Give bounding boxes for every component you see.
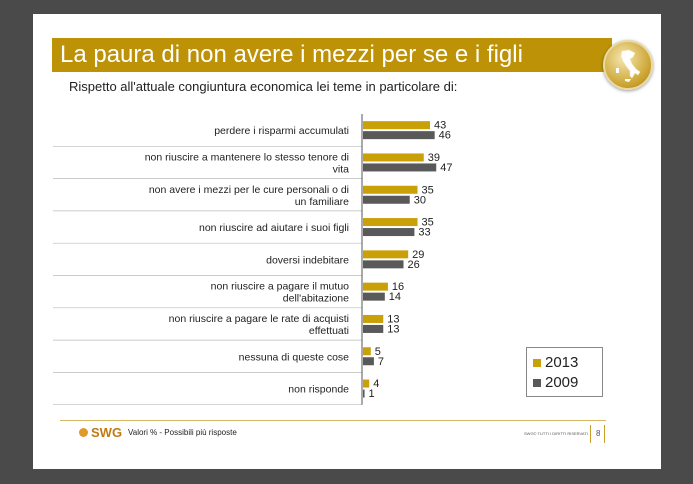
bar-2013 [363, 121, 430, 130]
bar-2009 [363, 292, 385, 301]
bar-2009 [363, 131, 435, 140]
data-label-2009: 26 [408, 259, 420, 271]
data-label-2013: 39 [428, 152, 440, 164]
data-label-2013: 16 [392, 281, 404, 293]
bar-2009 [363, 389, 365, 398]
data-label-2009: 14 [389, 291, 401, 303]
bar-2009 [363, 260, 404, 269]
footer-divider [60, 420, 606, 421]
category-label: non riuscire a mantenere lo stesso tenor… [145, 151, 349, 175]
bar-2013 [363, 218, 418, 227]
legend-swatch-2009 [533, 378, 541, 387]
page-number: 8 [596, 429, 601, 438]
logo-mark-icon [79, 428, 88, 437]
category-label: non riuscire ad aiutare i suoi figli [199, 222, 349, 234]
footer-note: Valori % - Possibili più risposte [128, 428, 237, 437]
data-label-2009: 1 [369, 388, 375, 400]
data-label-2013: 43 [434, 120, 446, 132]
category-label: non avere i mezzi per le cure personali … [149, 184, 349, 208]
data-label-2009: 30 [414, 194, 426, 206]
bar-2009 [363, 228, 415, 237]
category-label: non riuscire a pagare le rate di acquist… [169, 313, 349, 337]
slide: La paura di non avere i mezzi per se e i… [33, 14, 661, 469]
title-bar: La paura di non avere i mezzi per se e i… [52, 38, 612, 72]
data-label-2013: 29 [412, 249, 424, 261]
category-label: non riuscire a pagare il mutuo dell'abita… [211, 281, 349, 305]
data-label-2009: 13 [387, 323, 399, 335]
copyright-text: SWG© TUTTI I DIRITTI RISERVATI [524, 431, 588, 436]
bar-2013 [363, 250, 409, 259]
data-label-2013: 5 [375, 346, 381, 358]
chart-legend: 2013 2009 [526, 347, 603, 397]
bar-2009 [363, 163, 437, 172]
legend-item-2009: 2009 [533, 374, 578, 391]
bar-2009 [363, 357, 374, 366]
category-label: doversi indebitare [266, 254, 349, 266]
data-label-2009: 46 [439, 130, 451, 142]
category-label: non risponde [288, 384, 349, 396]
data-label-2013: 4 [373, 378, 379, 390]
bar-2013 [363, 153, 424, 162]
category-label: perdere i risparmi accumulati [214, 125, 349, 137]
bar-2013 [363, 347, 371, 356]
legend-label-2009: 2009 [545, 374, 579, 391]
italy-map-icon [603, 40, 653, 90]
data-label-2009: 7 [378, 356, 384, 368]
chart-question: Rispetto all'attuale congiuntura economi… [69, 79, 458, 94]
legend-item-2013: 2013 [533, 354, 578, 371]
bar-2013 [363, 282, 388, 291]
bar-2013 [363, 379, 370, 388]
bar-2013 [363, 185, 418, 194]
bar-2013 [363, 314, 384, 323]
data-label-2013: 35 [422, 184, 434, 196]
legend-label-2013: 2013 [545, 354, 579, 371]
bar-2009 [363, 195, 410, 204]
swg-logo: SWG [79, 425, 122, 440]
page-title: La paura di non avere i mezzi per se e i… [60, 41, 523, 68]
page-divider-right [604, 425, 605, 443]
data-label-2013: 35 [422, 217, 434, 229]
category-label: nessuna di queste cose [239, 351, 349, 363]
page-divider [590, 425, 591, 443]
bar-2009 [363, 324, 384, 333]
data-label-2009: 33 [418, 227, 430, 239]
legend-swatch-2013 [533, 358, 541, 367]
data-label-2009: 47 [440, 162, 452, 174]
data-label-2013: 13 [387, 313, 399, 325]
logo-text: SWG [91, 425, 123, 440]
